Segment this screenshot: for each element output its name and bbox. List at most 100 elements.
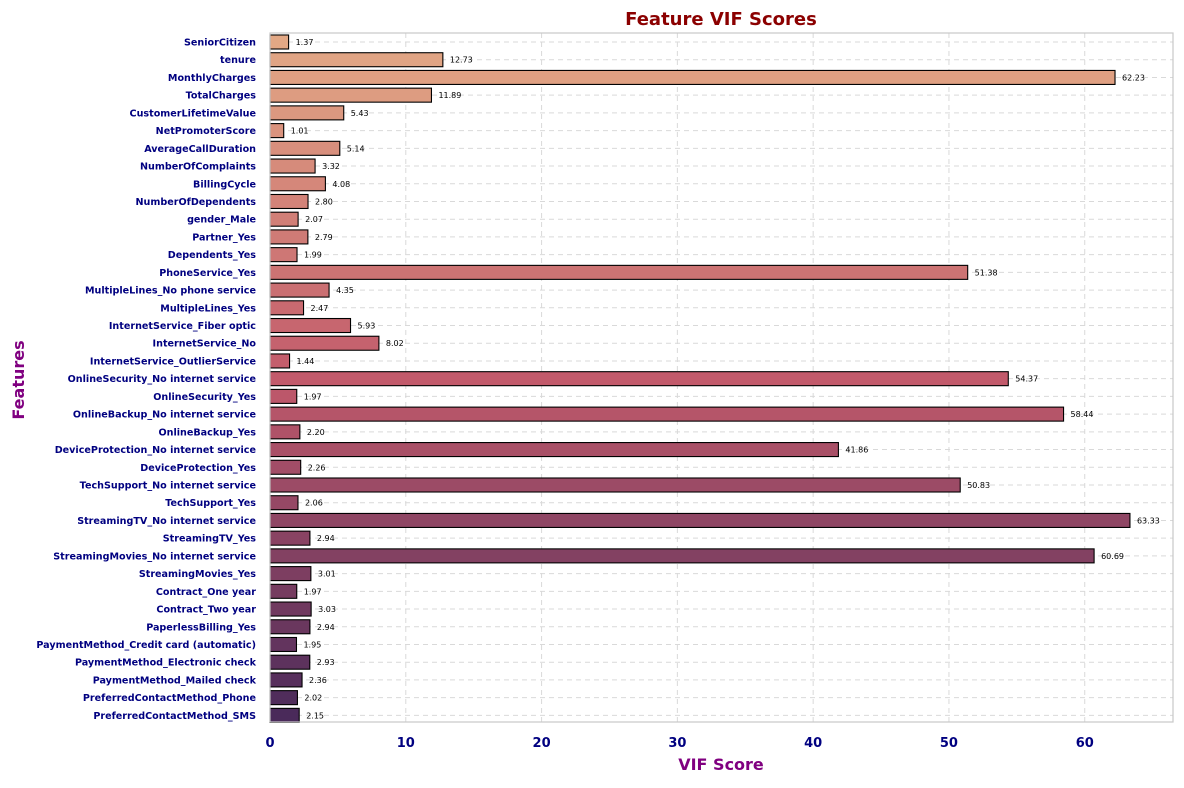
y-tick-label: AverageCallDuration — [144, 144, 256, 155]
bar — [269, 69, 1116, 85]
y-tick-label: OnlineBackup_Yes — [158, 427, 256, 438]
bar-value-label: 11.89 — [438, 91, 461, 100]
bar-value-label: 2.94 — [317, 534, 335, 543]
bar — [269, 406, 1065, 422]
bar-value-label: 2.94 — [317, 623, 335, 632]
bar — [269, 388, 298, 404]
bar-value-label: 50.83 — [967, 481, 990, 490]
bar-value-label: 63.33 — [1137, 516, 1160, 525]
bar-value-label: 3.32 — [322, 162, 340, 171]
y-tick-label: StreamingTV_Yes — [163, 534, 257, 545]
bar-value-label: 2.15 — [306, 711, 324, 720]
y-tick-label: StreamingMovies_Yes — [139, 569, 256, 580]
bar — [269, 601, 312, 617]
bar — [269, 282, 330, 298]
y-tick-label: TechSupport_Yes — [165, 498, 256, 509]
y-tick-label: InternetService_No — [153, 339, 257, 350]
bar-value-label: 8.02 — [386, 339, 404, 348]
y-tick-label: PaperlessBilling_Yes — [146, 622, 256, 633]
bar-value-label: 2.02 — [304, 694, 322, 703]
bar-value-label: 5.43 — [351, 109, 369, 118]
bar-value-label: 1.97 — [304, 587, 322, 596]
bar-value-label: 2.20 — [307, 428, 325, 437]
y-tick-label: OnlineSecurity_Yes — [153, 392, 256, 403]
bar — [269, 140, 341, 156]
y-tick-label: CustomerLifetimeValue — [130, 108, 257, 119]
y-tick-label: NumberOfDependents — [136, 197, 257, 208]
x-tick-label: 30 — [668, 736, 686, 751]
x-axis-label: VIF Score — [678, 755, 764, 774]
bar-value-label: 2.07 — [305, 215, 323, 224]
y-tick-label: InternetService_Fiber optic — [109, 321, 256, 332]
y-tick-label: InternetService_OutlierService — [90, 356, 257, 367]
y-tick-label-layer: SeniorCitizen tenure MonthlyCharges TotalCh… — [36, 38, 256, 722]
bar — [269, 619, 311, 635]
bar-value-label: 2.79 — [315, 233, 333, 242]
bar-value-label: 1.97 — [304, 392, 322, 401]
y-tick-label: Contract_Two year — [156, 605, 256, 616]
y-tick-label: PhoneService_Yes — [159, 268, 256, 279]
bar — [269, 353, 291, 369]
y-axis-label: Features — [9, 340, 28, 419]
bar-value-label: 2.47 — [311, 304, 329, 313]
bar — [269, 707, 300, 723]
y-tick-label: MultipleLines_Yes — [160, 303, 256, 314]
bar — [269, 247, 298, 263]
bar — [269, 52, 444, 68]
bar-value-label: 1.99 — [304, 251, 322, 260]
bar-value-label: 3.03 — [318, 605, 336, 614]
bar-value-label: 12.73 — [450, 56, 473, 65]
bar-value-label: 54.37 — [1015, 375, 1038, 384]
bar-value-label: 5.14 — [347, 144, 365, 153]
y-tick-label: DeviceProtection_Yes — [140, 463, 256, 474]
bar-value-label: 58.44 — [1071, 410, 1094, 419]
bar — [269, 566, 312, 582]
y-tick-label: gender_Male — [187, 215, 256, 226]
bar — [269, 583, 298, 599]
bar-value-label: 62.23 — [1122, 73, 1145, 82]
bar — [269, 530, 311, 546]
chart-title: Feature VIF Scores — [625, 9, 817, 30]
y-tick-label: OnlineSecurity_No internet service — [68, 374, 257, 385]
bar-value-label: 1.44 — [297, 357, 315, 366]
bar — [269, 123, 285, 139]
y-tick-label: TotalCharges — [186, 91, 257, 102]
bar — [269, 34, 290, 50]
bar-value-label: 1.01 — [291, 127, 309, 136]
x-tick-label: 0 — [265, 736, 274, 751]
y-tick-label: MultipleLines_No phone service — [85, 286, 257, 297]
y-tick-label: PaymentMethod_Electronic check — [75, 658, 257, 669]
y-tick-label: Contract_One year — [156, 587, 256, 598]
y-tick-label: PreferredContactMethod_Phone — [83, 693, 257, 704]
bar-value-label: 41.86 — [845, 446, 868, 455]
bar-value-label: 5.93 — [358, 322, 376, 331]
bar-value-label: 51.38 — [975, 268, 998, 277]
y-tick-label: NetPromoterScore — [156, 126, 257, 137]
bar — [269, 300, 305, 316]
bar — [269, 371, 1009, 387]
y-tick-label: tenure — [220, 55, 256, 66]
plot-frame — [269, 32, 1174, 723]
bar-value-label: 1.95 — [303, 640, 321, 649]
bar — [269, 495, 299, 511]
bar-value-label: 1.37 — [296, 38, 314, 47]
bar-value-label: 4.35 — [336, 286, 354, 295]
y-tick-label: TechSupport_No internet service — [80, 481, 257, 492]
bar — [269, 654, 311, 670]
bar — [269, 264, 969, 280]
bar — [269, 512, 1131, 528]
bar — [269, 211, 299, 227]
y-tick-label: PaymentMethod_Credit card (automatic) — [36, 640, 256, 651]
y-tick-label: Partner_Yes — [192, 232, 256, 243]
y-tick-label: OnlineBackup_No internet service — [73, 410, 257, 421]
y-tick-label: StreamingMovies_No internet service — [53, 551, 256, 562]
x-tick-label: 60 — [1076, 736, 1094, 751]
bar-value-label: 2.26 — [308, 463, 326, 472]
x-tick-label: 20 — [533, 736, 551, 751]
bar-layer — [269, 34, 1131, 723]
bar — [269, 442, 839, 458]
bar — [269, 193, 309, 210]
y-tick-label: MonthlyCharges — [168, 73, 256, 84]
bar-value-label: 2.36 — [309, 676, 327, 685]
